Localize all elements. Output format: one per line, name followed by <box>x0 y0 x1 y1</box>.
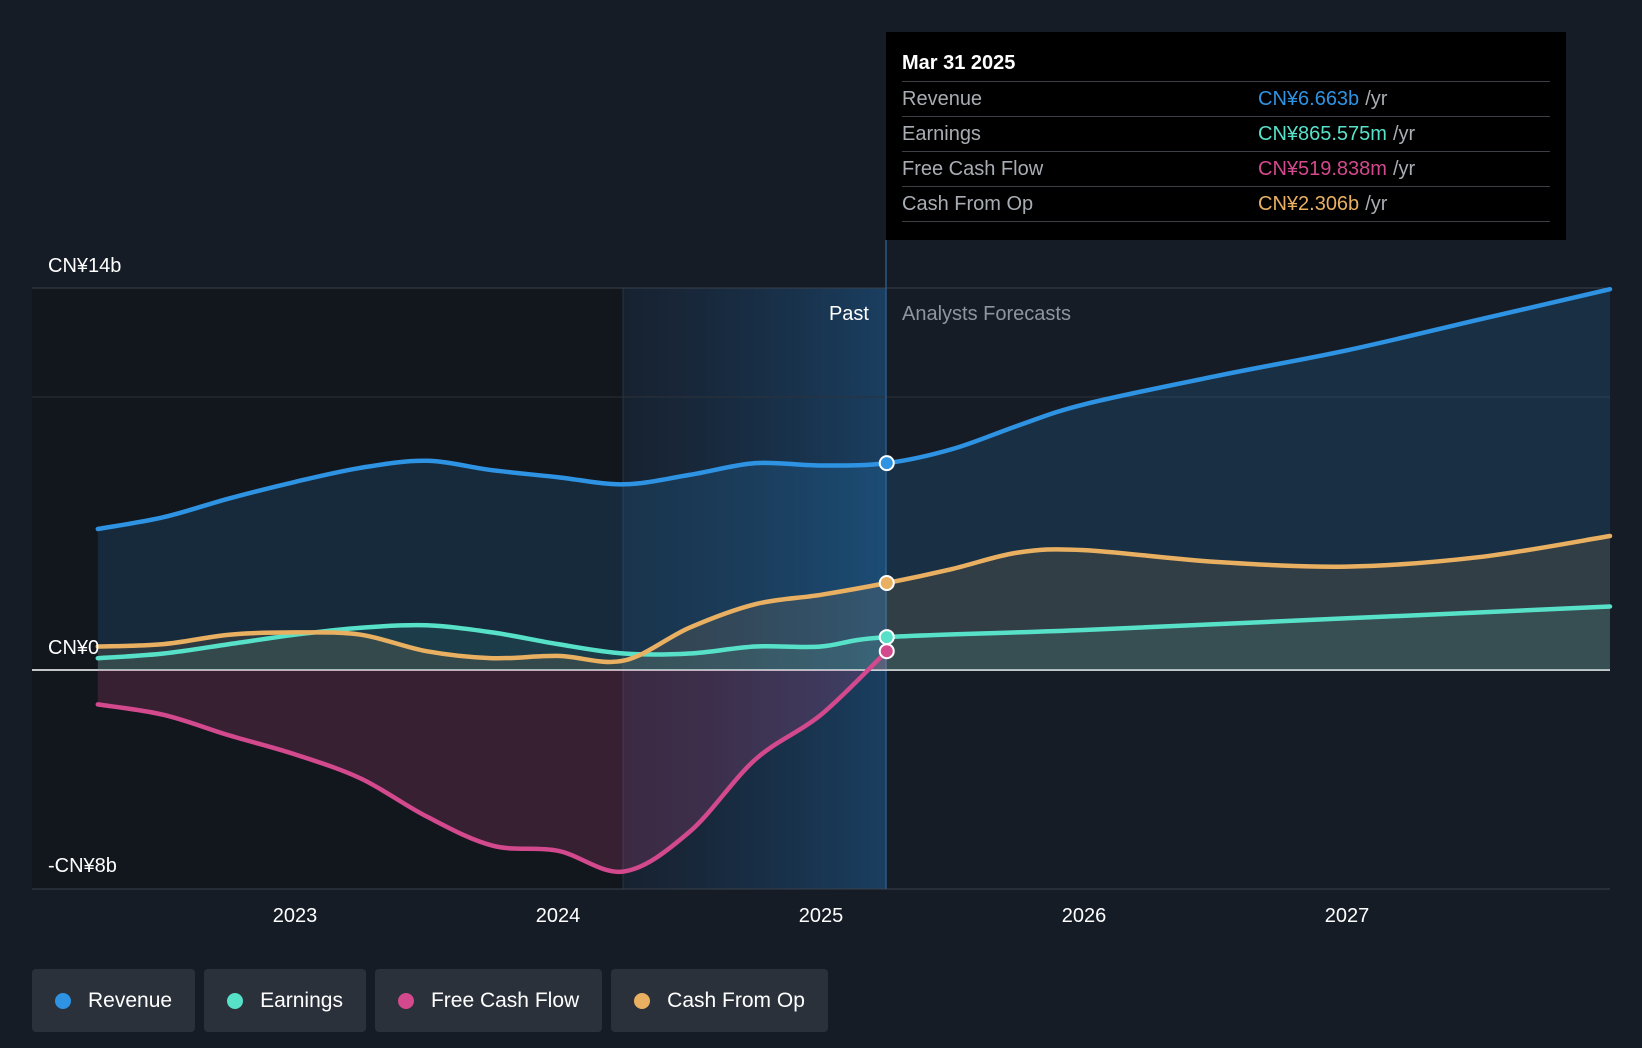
y-axis-label-bottom: -CN¥8b <box>48 855 117 877</box>
legend-item-free-cash-flow[interactable]: Free Cash Flow <box>374 969 603 1032</box>
past-background <box>32 288 623 889</box>
cash-from-op-area <box>97 536 1610 670</box>
tooltip-date: Mar 31 2025 <box>902 52 1016 74</box>
earnings-line <box>95 604 1613 661</box>
free-cash-flow-line <box>95 648 889 874</box>
x-tick-label: 2027 <box>1325 905 1370 927</box>
y-axis-label-zero: CN¥0 <box>48 637 99 659</box>
past-label: Past <box>829 303 869 325</box>
earnings-marker <box>878 629 895 646</box>
cash-from-op-marker <box>878 575 895 592</box>
legend: Revenue Earnings Free Cash Flow Cash Fro… <box>32 969 828 1032</box>
past-highlight-band <box>623 288 886 889</box>
legend-label: Earnings <box>260 988 343 1012</box>
legend-dot-icon <box>634 992 651 1009</box>
tooltip-unit: /yr <box>1365 192 1388 215</box>
tooltip-panel: Mar 31 2025 Revenue CN¥6.663b /yr Earnin… <box>886 32 1566 240</box>
revenue-line <box>95 286 1613 532</box>
cash-from-op-line <box>95 533 1613 665</box>
legend-dot-icon <box>55 992 71 1009</box>
x-tick-label: 2026 <box>1062 905 1107 927</box>
legend-item-cash-from-op[interactable]: Cash From Op <box>611 969 828 1032</box>
chart-area: CN¥14b CN¥0 -CN¥8b Past Analysts Forecasts 20… <box>32 240 1613 927</box>
x-tick-label: 2024 <box>536 905 581 927</box>
tooltip-unit: /yr <box>1365 87 1388 110</box>
tooltip-value: CN¥865.575m <box>1258 122 1387 145</box>
tooltip-value: CN¥2.306b <box>1258 192 1360 215</box>
legend-dot-icon <box>397 992 414 1009</box>
forecast-label: Analysts Forecasts <box>902 303 1071 325</box>
tooltip-value: CN¥519.838m <box>1258 157 1387 180</box>
tooltip-row-free-cash-flow: Free Cash Flow CN¥519.838m /yr <box>902 151 1550 186</box>
free-cash-flow-marker <box>878 643 895 660</box>
legend-label: Cash From Op <box>667 988 805 1012</box>
free-cash-flow-area <box>97 651 887 872</box>
tooltip-row-earnings: Earnings CN¥865.575m /yr <box>902 116 1550 151</box>
legend-dot-icon <box>227 992 244 1009</box>
tooltip-row-cash-from-op: Cash From Op CN¥2.306b /yr <box>902 186 1550 222</box>
y-axis-label-top: CN¥14b <box>48 255 121 277</box>
legend-item-revenue[interactable]: Revenue <box>32 969 196 1032</box>
tooltip-value: CN¥6.663b <box>1258 87 1360 110</box>
revenue-marker <box>878 455 895 472</box>
tooltip-label: Cash From Op <box>902 192 1034 215</box>
tooltip-label: Free Cash Flow <box>902 157 1044 180</box>
tooltip-unit: /yr <box>1392 157 1416 180</box>
x-tick-label: 2023 <box>273 905 318 927</box>
revenue-area <box>97 289 1610 670</box>
legend-item-earnings[interactable]: Earnings <box>204 969 366 1032</box>
tooltip-label: Revenue <box>902 87 983 110</box>
earnings-area <box>97 606 1610 670</box>
x-tick-label: 2025 <box>799 905 844 927</box>
tooltip-row-revenue: Revenue CN¥6.663b /yr <box>902 81 1550 116</box>
tooltip-label: Earnings <box>902 122 981 145</box>
tooltip-unit: /yr <box>1392 122 1416 145</box>
legend-label: Free Cash Flow <box>430 988 580 1012</box>
legend-label: Revenue <box>88 988 173 1012</box>
